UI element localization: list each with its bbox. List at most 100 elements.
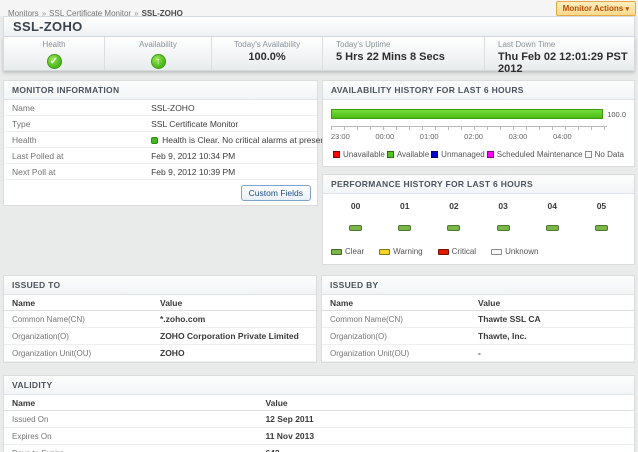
table-row: Next Poll at Feb 9, 2012 10:39 PM: [4, 164, 317, 180]
table-row: Days to Expire 643: [4, 445, 634, 452]
time-tick: 03:00: [508, 132, 528, 141]
availability-history-panel: AVAILABILITY HISTORY FOR LAST 6 HOURS 10…: [322, 80, 635, 167]
time-tick: 01:00: [419, 132, 439, 141]
row-value: *.zoho.com: [160, 314, 206, 324]
table-row: Common Name(CN) Thawte SSL CA: [322, 311, 634, 328]
row-value: Thawte, Inc.: [478, 331, 527, 341]
time-tick: 04:00: [552, 132, 572, 141]
monitor-information-panel: MONITOR INFORMATION Name SSL-ZOHO Type S…: [3, 80, 330, 206]
last-down-time-label: Last Down Time: [498, 40, 556, 49]
unmanaged-swatch-icon: [431, 151, 439, 158]
legend-item: Scheduled Maintenance: [486, 150, 583, 159]
time-tick: 02:00: [464, 132, 483, 141]
hour-label: 00: [350, 201, 361, 211]
health-text: Health is Clear. No critical alarms at p…: [162, 134, 330, 145]
status-last-down-time: Last Down Time Thu Feb 02 12:01:29 PST 2…: [484, 37, 634, 75]
status-pill-icon[interactable]: [545, 225, 559, 231]
table-row: Organization Unit(OU) -: [322, 345, 634, 362]
row-name: Common Name(CN): [330, 314, 403, 324]
availability-history-title: AVAILABILITY HISTORY FOR LAST 6 HOURS: [323, 81, 634, 100]
issued-by-panel: ISSUED BY Name Value Common Name(CN) Tha…: [321, 275, 635, 363]
time-axis: [331, 126, 607, 130]
status-health: Health ✓: [4, 37, 104, 70]
performance-chart: 00 01 02 03 04 05: [323, 194, 634, 264]
performance-legend: Clear Warning Critical Unknown: [331, 247, 626, 256]
table-row: Type SSL Certificate Monitor: [4, 116, 317, 132]
table-row: Common Name(CN) *.zoho.com: [4, 311, 316, 328]
info-name: Last Polled at: [12, 150, 64, 161]
health-led-icon: [151, 136, 159, 144]
col-header-name: Name: [12, 297, 36, 308]
availability-chart: 100.0 23:00 00:00 01:00 02:00 03:00 04:0…: [323, 100, 634, 166]
row-name: Days to Expire: [4, 449, 265, 452]
custom-fields-row: Custom Fields: [4, 180, 317, 205]
performance-history-panel: PERFORMANCE HISTORY FOR LAST 6 HOURS 00 …: [322, 174, 635, 265]
charts-column: AVAILABILITY HISTORY FOR LAST 6 HOURS 10…: [322, 80, 635, 265]
last-down-time-value: Thu Feb 02 12:01:29 PST 2012: [498, 51, 628, 75]
time-tick: 00:00: [375, 132, 395, 141]
table-row: Organization Unit(OU) ZOHO: [4, 345, 316, 362]
row-name: Organization Unit(OU): [330, 348, 410, 358]
row-value: 11 Nov 2013: [265, 431, 315, 441]
status-availability-label: Availability: [139, 40, 177, 49]
custom-fields-button[interactable]: Custom Fields: [240, 185, 311, 201]
availability-bar-value: 100.0: [607, 109, 626, 119]
health-ok-icon: ✓: [46, 54, 62, 69]
breadcrumb: Monitors» SSL Certificate Monitor» SSL-ZOH…: [8, 9, 183, 18]
table-header: Name Value: [4, 295, 316, 311]
status-pill-icon[interactable]: [447, 225, 461, 231]
no-data-swatch-icon: [584, 151, 592, 158]
todays-uptime-label: Today's Uptime: [336, 40, 391, 49]
legend-item: Unmanaged: [431, 150, 485, 159]
legend-item: Unavailable: [333, 150, 385, 159]
breadcrumb-separator: »: [41, 9, 47, 18]
breadcrumb-monitors[interactable]: Monitors: [8, 9, 39, 18]
validity-panel: VALIDITY Name Value Issued On 12 Sep 201…: [3, 375, 635, 452]
col-header-value: Value: [478, 297, 501, 308]
legend-item: Unknown: [491, 247, 538, 256]
warning-swatch-icon: [379, 248, 391, 255]
breadcrumb-separator: »: [134, 9, 139, 18]
unavailable-swatch-icon: [333, 151, 340, 158]
availability-legend: Unavailable Available Unmanaged Schedule…: [331, 150, 626, 159]
legend-label: Unavailable: [343, 150, 385, 159]
col-header-name: Name: [330, 297, 354, 308]
todays-availability-label: Today's Availability: [233, 40, 301, 49]
chevron-down-icon: ▾: [625, 6, 629, 13]
table-row: Last Polled at Feb 9, 2012 10:34 PM: [4, 148, 317, 164]
issued-to-title: ISSUED TO: [4, 276, 316, 295]
row-value: 12 Sep 2011: [265, 414, 314, 424]
table-row: Issued On 12 Sep 2011: [4, 411, 634, 428]
col-header-name: Name: [12, 397, 36, 408]
row-value: -: [478, 348, 481, 358]
availability-up-icon: ↑: [150, 54, 166, 69]
status-pill-icon[interactable]: [398, 225, 412, 231]
table-row: Name SSL-ZOHO: [4, 100, 317, 116]
table-header: Name Value: [4, 395, 634, 411]
legend-label: Available: [396, 150, 430, 159]
breadcrumb-monitor-type[interactable]: SSL Certificate Monitor: [49, 9, 132, 18]
table-row: Health Health is Clear. No critical alar…: [4, 132, 330, 148]
status-pill-icon[interactable]: [349, 225, 363, 231]
info-name: Type: [12, 118, 31, 129]
info-name: Name: [12, 102, 35, 113]
info-value: SSL-ZOHO: [151, 102, 195, 113]
row-name: Organization Unit(OU): [12, 348, 92, 358]
table-row: Expires On 11 Nov 2013: [4, 428, 634, 445]
legend-label: No Data: [594, 150, 624, 159]
todays-uptime-value: 5 Hrs 22 Mins 8 Secs: [336, 51, 445, 63]
issued-by-title: ISSUED BY: [322, 276, 634, 295]
monitor-actions-label: Monitor Actions: [562, 4, 624, 13]
critical-swatch-icon: [437, 248, 449, 255]
availability-bar: [331, 109, 604, 119]
status-pill-icon[interactable]: [594, 225, 608, 231]
status-pill-icon[interactable]: [496, 225, 510, 231]
info-name: Health: [12, 134, 37, 145]
info-name: Next Poll at: [12, 166, 56, 177]
row-value: Thawte SSL CA: [478, 314, 541, 324]
clear-swatch-icon: [331, 248, 342, 255]
info-value: Feb 9, 2012 10:39 PM: [151, 166, 236, 177]
todays-availability-value: 100.0%: [248, 51, 286, 63]
time-tick: 23:00: [331, 132, 350, 141]
monitor-actions-button[interactable]: Monitor Actions ▾: [555, 1, 636, 16]
